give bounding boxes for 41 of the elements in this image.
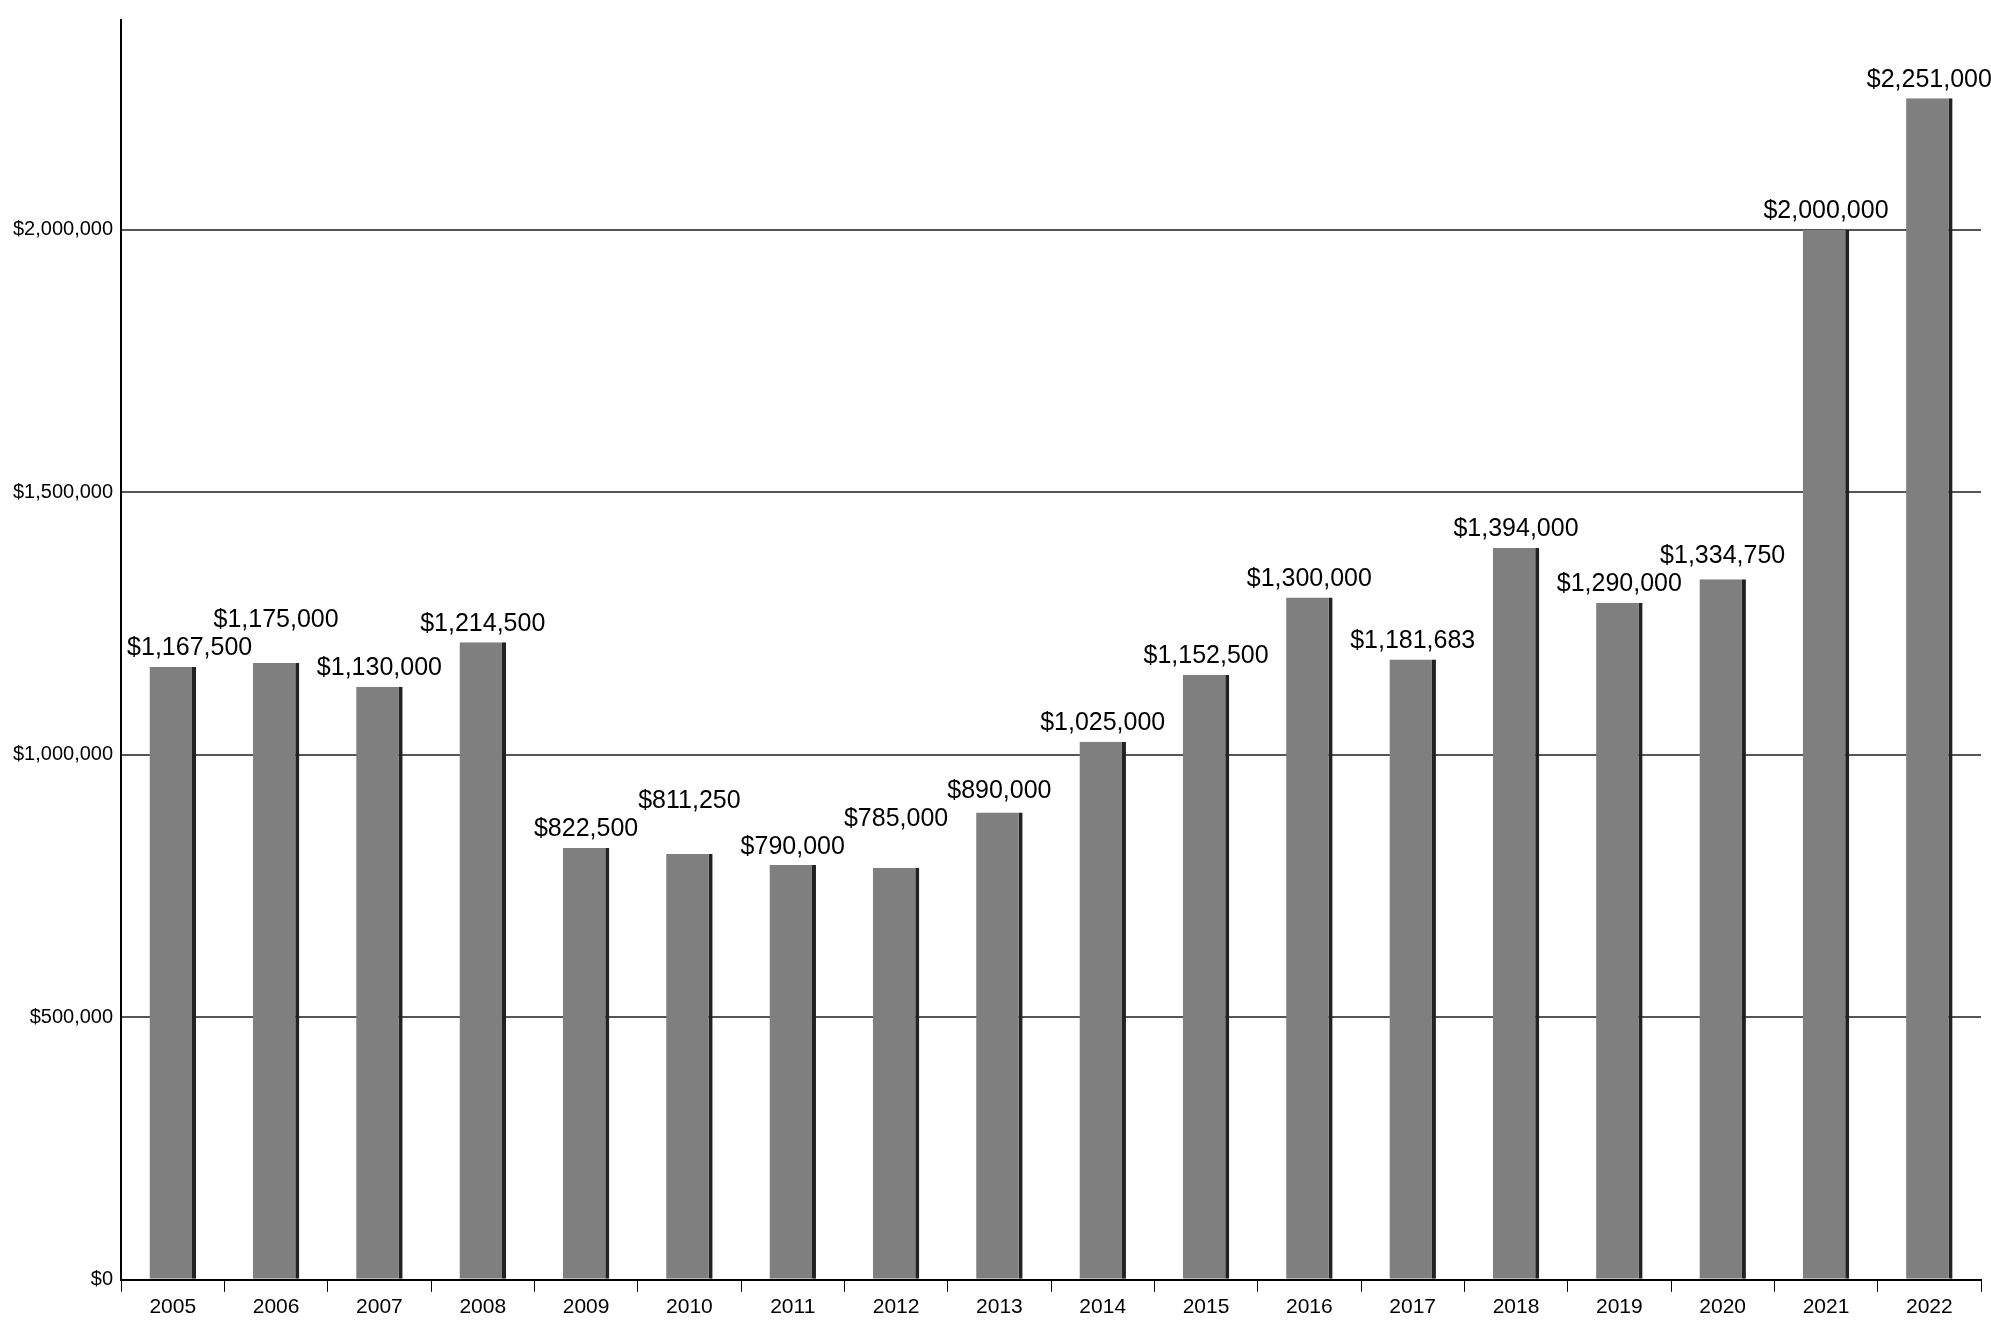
x-tick-label: 2011	[770, 1294, 816, 1318]
data-label: $1,130,000	[316, 652, 442, 681]
y-tick-label: $1,000,000	[12, 742, 114, 765]
x-tick-label: 2018	[1492, 1294, 1540, 1318]
data-label: $890,000	[947, 774, 1052, 803]
data-label: $790,000	[740, 830, 845, 859]
x-tick-label: 2005	[149, 1294, 197, 1318]
x-tick-label: 2010	[666, 1294, 713, 1318]
data-label: $2,251,000	[1866, 63, 1991, 92]
data-label: $811,250	[638, 785, 741, 814]
y-tick-label: $1,500,000	[12, 479, 114, 502]
data-label: $1,152,500	[1143, 640, 1269, 669]
x-tick-label: 2017	[1389, 1294, 1437, 1318]
data-label: $1,290,000	[1556, 568, 1682, 597]
data-label: $1,167,500	[127, 632, 253, 661]
x-tick-label: 2012	[872, 1294, 920, 1318]
data-label: $1,181,683	[1350, 624, 1476, 653]
x-tick-label: 2015	[1182, 1294, 1230, 1318]
x-tick-label: 2008	[459, 1294, 507, 1318]
y-tick-label: $0	[90, 1267, 114, 1290]
x-tick-label: 2016	[1286, 1294, 1333, 1318]
data-label: $2,000,000	[1763, 195, 1889, 224]
x-tick-label: 2020	[1699, 1294, 1747, 1318]
x-tick-label: 2006	[252, 1294, 300, 1318]
data-label: $1,025,000	[1040, 707, 1166, 736]
data-label: $1,334,750	[1660, 540, 1786, 569]
x-tick-label: 2014	[1079, 1294, 1127, 1318]
x-tick-label: 2022	[1905, 1294, 1953, 1318]
x-tick-label: 2009	[562, 1294, 610, 1318]
data-label: $785,000	[843, 802, 949, 831]
data-label: $1,214,500	[420, 607, 546, 636]
data-label: $1,394,000	[1453, 513, 1579, 542]
x-tick-label: 2019	[1595, 1294, 1643, 1318]
data-label: $1,175,000	[213, 604, 339, 633]
x-tick-label: 2021	[1802, 1294, 1850, 1318]
data-label: $1,300,000	[1246, 562, 1372, 591]
y-tick-label: $2,000,000	[12, 217, 114, 240]
x-tick-label: 2013	[976, 1294, 1023, 1318]
data-label: $822,500	[533, 813, 639, 842]
x-tick-label: 2007	[356, 1294, 403, 1318]
y-tick-label: $500,000	[29, 1004, 114, 1027]
